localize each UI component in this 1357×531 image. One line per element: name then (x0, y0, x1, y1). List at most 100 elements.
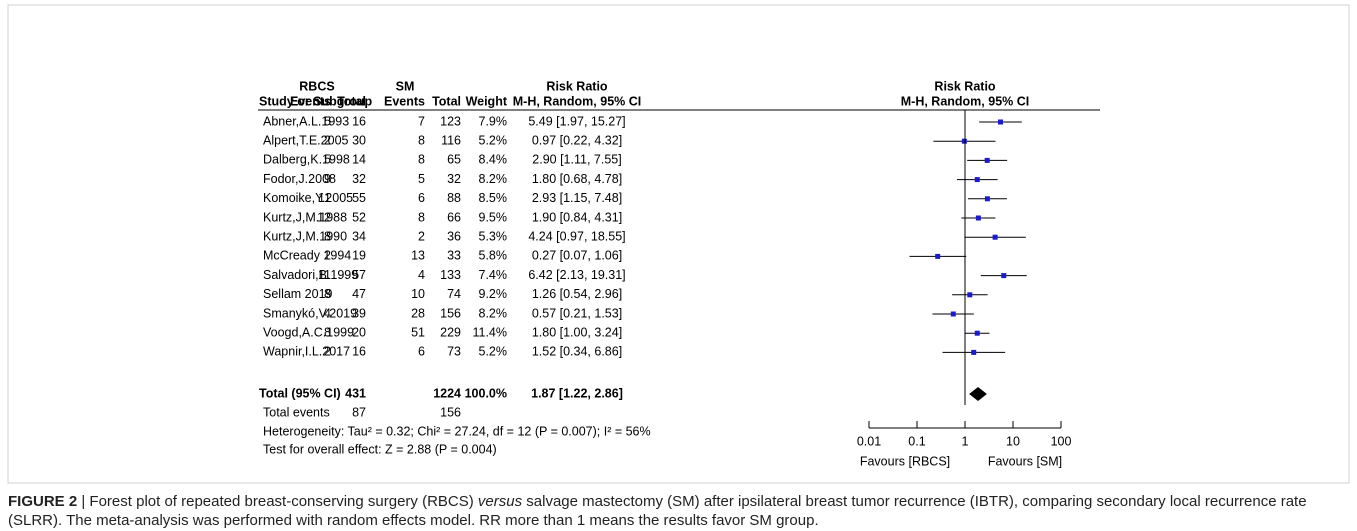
cell: 9.5% (479, 210, 508, 224)
cell: 9 (324, 172, 331, 186)
value-label: 0.97 [0.22, 4.32] (532, 133, 622, 147)
point-estimate (975, 215, 981, 221)
cell: 2 (418, 229, 425, 243)
caption-text: versus (477, 493, 523, 510)
cell: 74 (447, 287, 461, 301)
cell: 7.9% (479, 114, 508, 128)
total-label: Total (95% CI) (259, 386, 341, 400)
cell: 52 (352, 210, 366, 224)
cell: 12 (317, 210, 331, 224)
caption-text: | Forest plot of repeated breast-conserv… (77, 493, 478, 510)
cell: 13 (411, 249, 425, 263)
cell: 116 (441, 133, 461, 147)
point-estimate (967, 292, 973, 298)
value-label: 1.52 [0.34, 6.86] (532, 345, 622, 359)
cell: 133 (440, 268, 461, 282)
cell: 5.2% (479, 345, 508, 359)
cell: 4 (418, 268, 425, 282)
value-label: 6.42 [2.13, 19.31] (528, 268, 625, 282)
study-name: Komoike,Y.2005 (263, 191, 353, 205)
value-label: 1.87 [1.22, 2.86] (531, 386, 623, 400)
study-name: Sellam 2019 (263, 287, 333, 301)
cell: 4 (324, 306, 331, 320)
value-label: 4.24 [0.97, 18.55] (528, 229, 625, 243)
study-name: Wapnir,I.L.2017 (263, 345, 350, 359)
cell: 8 (324, 229, 331, 243)
cell: 431 (345, 386, 366, 400)
cell: 156 (440, 306, 461, 320)
study-name: Dalberg,K.1998 (263, 153, 350, 167)
cell: 51 (411, 325, 425, 339)
point-estimate (961, 138, 967, 144)
cell: 1224 (433, 386, 461, 400)
cell: 16 (352, 345, 366, 359)
cell: 28 (411, 306, 425, 320)
column-header: Weight (466, 94, 508, 108)
x-tick-label: 0.01 (857, 434, 881, 448)
value-label: 1.80 [0.68, 4.78] (532, 172, 622, 186)
column-header: Total (432, 94, 461, 108)
group-header: RBCS (299, 79, 334, 93)
cell: 123 (440, 114, 461, 128)
cell: 88 (447, 191, 461, 205)
cell: 32 (352, 172, 366, 186)
caption: FIGURE 2 | Forest plot of repeated breas… (8, 492, 1348, 530)
cell: 8.2% (479, 306, 508, 320)
column-header: M-H, Random, 95% CI (513, 94, 642, 108)
cell: 39 (352, 306, 366, 320)
group-header: SM (396, 79, 415, 93)
cell: 57 (352, 268, 366, 282)
study-name: Kurtz,J,M.1988 (263, 210, 347, 224)
point-estimate (997, 119, 1003, 125)
caption-label: FIGURE 2 (8, 493, 78, 510)
value-label: 1.80 [1.00, 3.24] (532, 325, 622, 339)
cell: 66 (447, 210, 461, 224)
point-estimate (974, 330, 980, 336)
group-header: Risk Ratio (934, 79, 995, 93)
study-name: Smanykó,V.2019 (263, 306, 357, 320)
study-name: Fodor,J.2008 (263, 172, 336, 186)
cell: 32 (447, 172, 461, 186)
x-tick-label: 1 (962, 434, 969, 448)
column-header: Events (384, 94, 425, 108)
cell: 8 (324, 287, 331, 301)
cell: 2 (324, 133, 331, 147)
x-tick-label: 10 (1006, 434, 1020, 448)
point-estimate (992, 234, 998, 240)
x-tick-label: 0.1 (908, 434, 925, 448)
column-header: Events (290, 94, 331, 108)
cell: 100.0% (465, 386, 507, 400)
cell: 9.2% (479, 287, 508, 301)
cell: 36 (447, 229, 461, 243)
study-name: Abner,A.L.1993 (263, 114, 349, 128)
cell: 11 (318, 191, 331, 205)
point-estimate (971, 349, 977, 355)
x-tick-label: 100 (1051, 434, 1072, 448)
cell: 8 (418, 153, 425, 167)
cell: 11.4% (472, 325, 507, 339)
column-header: Study or Subgroup (259, 94, 373, 108)
cell: 8 (418, 133, 425, 147)
column-header: Total (337, 94, 366, 108)
point-estimate (950, 311, 956, 317)
cell: 8 (418, 210, 425, 224)
study-name: McCready 1994 (263, 249, 351, 263)
cell: 87 (352, 405, 366, 419)
cell: 6 (418, 191, 425, 205)
cell: 8.4% (479, 153, 508, 167)
point-estimate (984, 157, 990, 163)
cell: 229 (440, 325, 461, 339)
value-label: 2.90 [1.11, 7.55] (532, 153, 621, 167)
value-label: 0.57 [0.21, 1.53] (532, 306, 622, 320)
pooled-diamond (969, 387, 987, 401)
cell: 5.8% (479, 249, 508, 263)
cell: 34 (352, 229, 366, 243)
heterogeneity: Heterogeneity: Tau² = 0.32; Chi² = 27.24… (263, 424, 651, 438)
cell: 7.4% (479, 268, 508, 282)
overall-effect: Test for overall effect: Z = 2.88 (P = 0… (263, 442, 497, 456)
cell: 5 (418, 172, 425, 186)
cell: 8 (324, 325, 331, 339)
cell: 6 (418, 345, 425, 359)
favours-label: Favours [SM] (988, 454, 1062, 468)
study-name: Alpert,T.E.2005 (263, 133, 349, 147)
